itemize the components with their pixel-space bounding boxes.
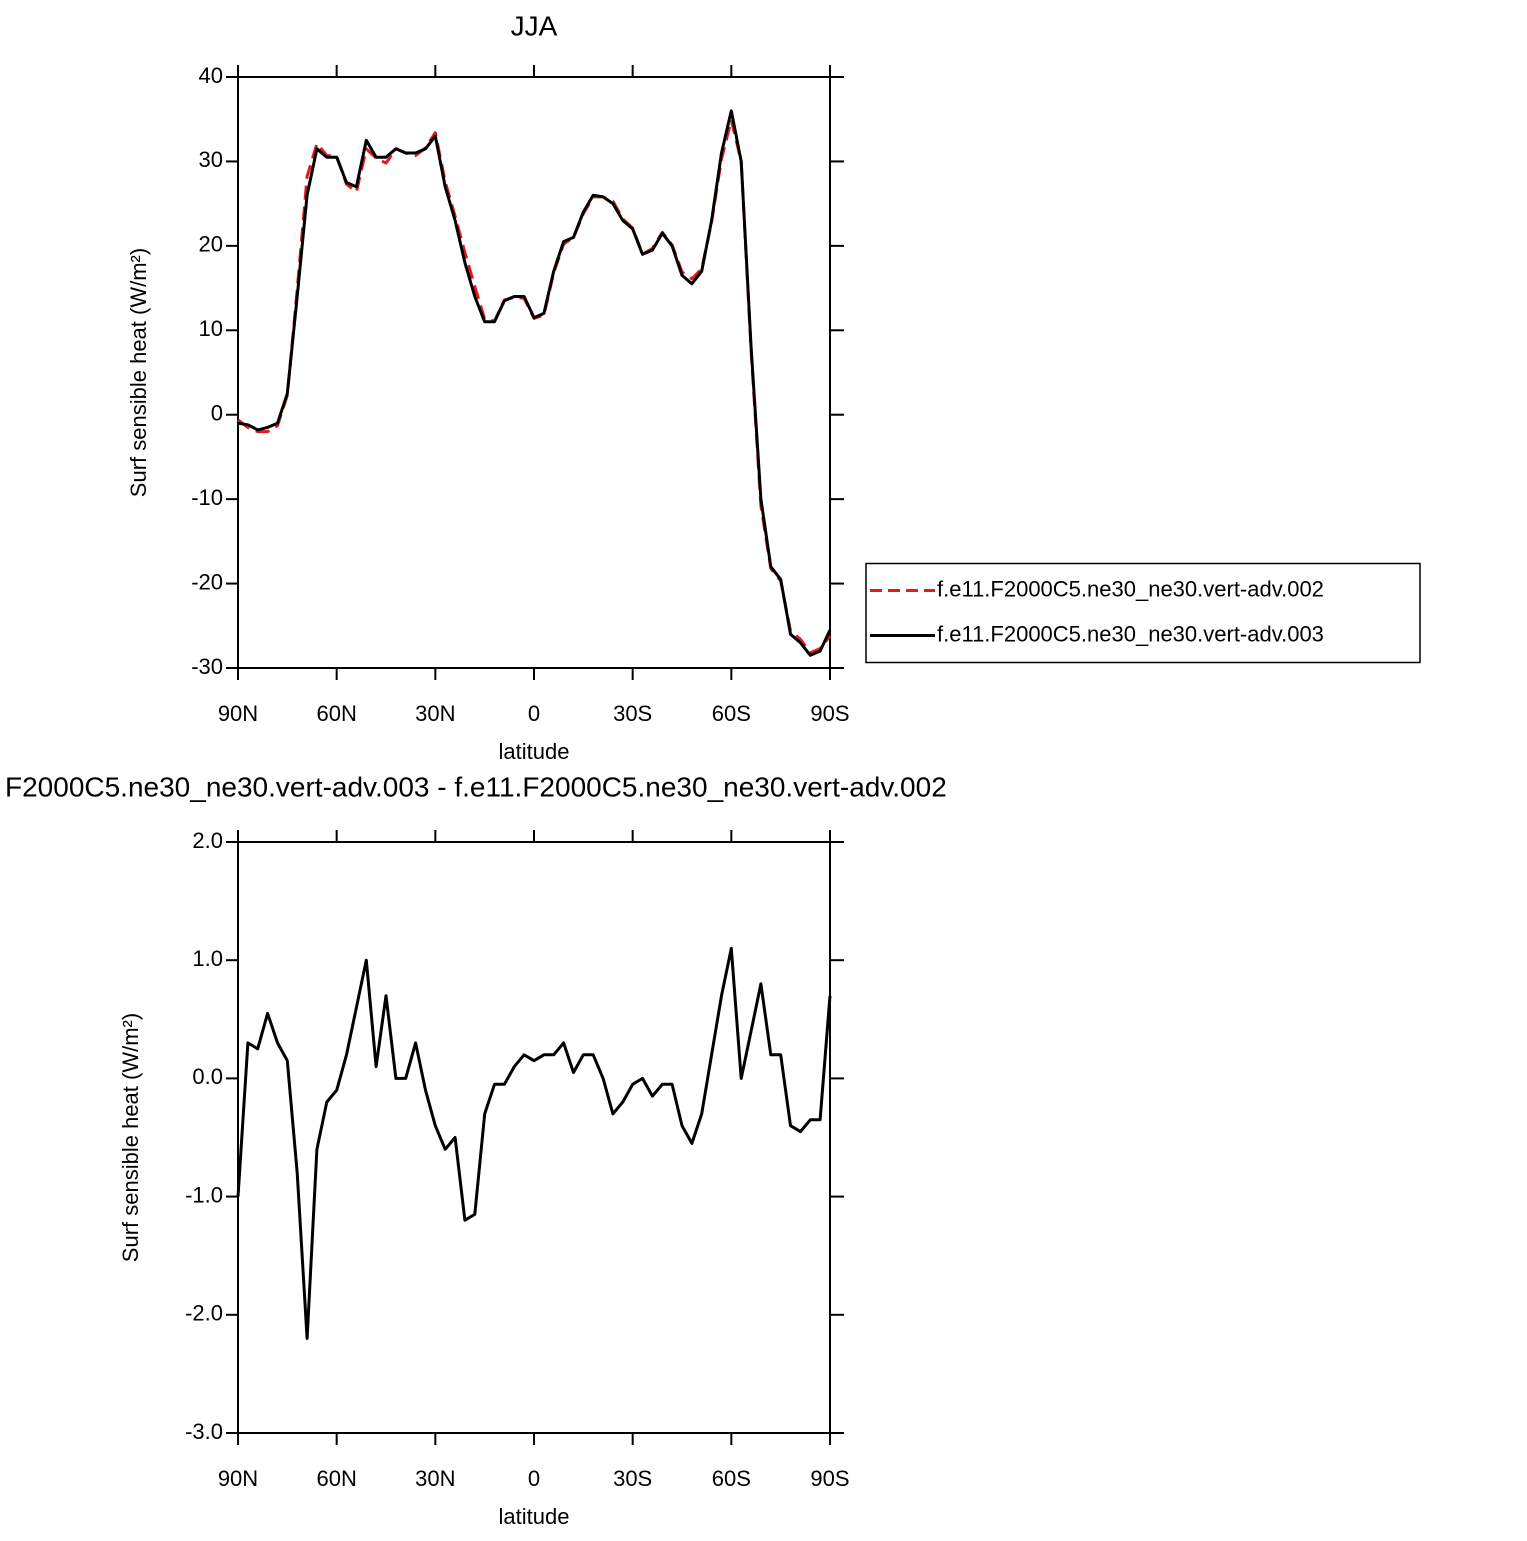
x-tick-label: 90N [218, 701, 258, 726]
y-tick-label: 30 [199, 147, 223, 172]
x-tick-label: 30S [613, 701, 652, 726]
y-tick-label: 0.0 [192, 1064, 223, 1089]
x-tick-label: 60N [316, 701, 356, 726]
x-axis-label: latitude [499, 1504, 570, 1529]
x-tick-label: 30N [415, 1466, 455, 1491]
x-tick-label: 0 [528, 701, 540, 726]
y-tick-label: -3.0 [185, 1419, 223, 1444]
legend-label: f.e11.F2000C5.ne30_ne30.vert-adv.002 [937, 576, 1324, 601]
y-tick-label: -20 [191, 569, 223, 594]
y-tick-label: -30 [191, 654, 223, 679]
chart-title: F2000C5.ne30_ne30.vert-adv.003 - f.e11.F… [5, 771, 947, 802]
plot-frame [237, 841, 831, 1434]
x-tick-label: 60S [712, 701, 751, 726]
data-line [237, 109, 832, 657]
y-tick-label: 40 [199, 63, 223, 88]
y-tick-label: 1.0 [192, 946, 223, 971]
chart-title: JJA [511, 10, 558, 41]
x-tick-label: 60N [316, 1466, 356, 1491]
data-line [236, 946, 832, 1340]
x-tick-label: 0 [528, 1466, 540, 1491]
y-tick-label: 20 [199, 232, 223, 257]
y-axis-label: Surf sensible heat (W/m²) [118, 1013, 143, 1262]
y-tick-label: -10 [191, 485, 223, 510]
data-line [237, 118, 832, 655]
y-tick-label: -2.0 [185, 1301, 223, 1326]
x-axis-label: latitude [499, 739, 570, 764]
y-tick-label: 2.0 [192, 828, 223, 853]
y-tick-label: -1.0 [185, 1182, 223, 1207]
y-tick-label: 10 [199, 316, 223, 341]
legend-box [865, 562, 1421, 664]
x-tick-label: 30S [613, 1466, 652, 1491]
y-tick-label: 0 [211, 401, 223, 426]
x-tick-label: 90N [218, 1466, 258, 1491]
legend-label: f.e11.F2000C5.ne30_ne30.vert-adv.003 [937, 621, 1324, 646]
y-axis-label: Surf sensible heat (W/m²) [126, 248, 151, 497]
x-tick-label: 90S [810, 701, 849, 726]
x-tick-label: 30N [415, 701, 455, 726]
x-tick-label: 90S [810, 1466, 849, 1491]
x-tick-label: 60S [712, 1466, 751, 1491]
